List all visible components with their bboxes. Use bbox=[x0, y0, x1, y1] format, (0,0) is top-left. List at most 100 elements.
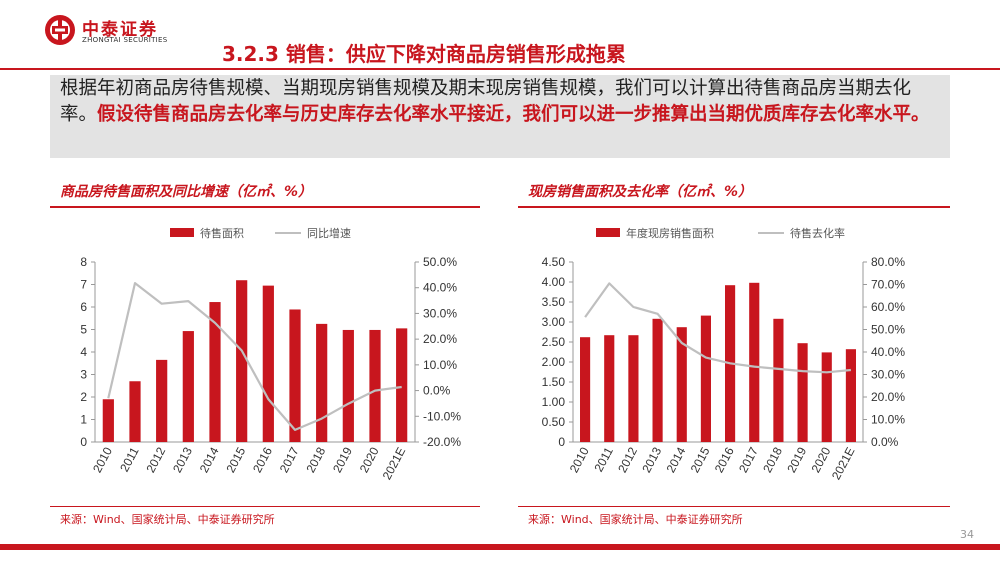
legend-bar-label: 年度现房销售面积 bbox=[626, 226, 714, 240]
bar bbox=[316, 323, 328, 442]
y-left-tick-label: 3.50 bbox=[542, 295, 566, 309]
y-left-tick-label: 2 bbox=[80, 390, 87, 404]
x-tick-label: 2015 bbox=[223, 445, 248, 475]
y-left-tick-label: 2.50 bbox=[542, 335, 566, 349]
y-left-tick-label: 6 bbox=[80, 300, 87, 314]
logo-text-en: ZHONGTAI SECURITIES bbox=[82, 36, 168, 44]
x-tick-label: 2014 bbox=[664, 445, 689, 475]
x-tick-label: 2011 bbox=[117, 445, 142, 475]
x-tick-label: 2017 bbox=[736, 445, 761, 475]
bar bbox=[773, 318, 784, 442]
y-right-tick-label: 30.0% bbox=[423, 306, 457, 320]
x-tick-label: 2019 bbox=[784, 445, 809, 475]
bar bbox=[821, 352, 832, 442]
x-tick-label: 2011 bbox=[591, 445, 616, 475]
bar bbox=[396, 328, 408, 442]
bar bbox=[289, 309, 301, 442]
y-right-tick-label: 70.0% bbox=[871, 278, 905, 292]
y-right-tick-label: 0.0% bbox=[871, 435, 899, 449]
legend-line-label: 待售去化率 bbox=[790, 226, 845, 240]
y-right-tick-label: 50.0% bbox=[423, 255, 457, 269]
x-tick-label: 2013 bbox=[639, 445, 664, 475]
y-right-tick-label: 10.0% bbox=[423, 358, 457, 372]
y-right-tick-label: 60.0% bbox=[871, 300, 905, 314]
y-left-tick-label: 0.50 bbox=[542, 415, 566, 429]
x-tick-label: 2012 bbox=[143, 445, 168, 475]
bar bbox=[342, 329, 354, 442]
title-divider bbox=[0, 68, 1000, 70]
y-right-tick-label: 30.0% bbox=[871, 368, 905, 382]
y-left-tick-label: 0 bbox=[558, 435, 565, 449]
logo-emblem-icon bbox=[45, 15, 75, 45]
x-tick-label: 2010 bbox=[567, 445, 592, 475]
y-left-tick-label: 3.00 bbox=[542, 315, 566, 329]
y-right-tick-label: -10.0% bbox=[423, 409, 461, 423]
x-tick-label: 2016 bbox=[712, 445, 737, 475]
y-left-tick-label: 4.50 bbox=[542, 255, 566, 269]
legend-bar-swatch bbox=[170, 228, 194, 237]
bar bbox=[604, 335, 615, 442]
x-tick-label: 2018 bbox=[760, 445, 785, 475]
bar bbox=[797, 343, 808, 442]
x-tick-label: 2013 bbox=[170, 445, 195, 475]
bar bbox=[580, 337, 591, 442]
left-chart-source: 来源：Wind、国家统计局、中泰证券研究所 bbox=[60, 513, 275, 526]
y-left-tick-label: 8 bbox=[80, 255, 87, 269]
bar bbox=[676, 327, 687, 442]
right-chart-title: 现房销售面积及去化率（亿㎡、%） bbox=[528, 184, 753, 200]
left-chart: 待售面积 同比增速 0 1 2 3 4 5 6 7 8 -20.0% -10.0% 0.0% 10.0% 20… bbox=[80, 226, 461, 482]
bar bbox=[129, 381, 141, 442]
intro-plain: 根据年初商品房待售规模、当期现房销售规模及期末现房销售规模，我们可以计算出待售商… bbox=[60, 78, 912, 125]
y-left-tick-label: 1.00 bbox=[542, 395, 566, 409]
left-chart-title: 商品房待售面积及同比增速（亿㎡、%） bbox=[60, 184, 313, 200]
y-left-tick-label: 0 bbox=[80, 435, 87, 449]
bar bbox=[236, 280, 248, 442]
x-tick-label: 2020 bbox=[809, 445, 834, 475]
legend-bar-swatch bbox=[596, 228, 620, 237]
y-right-tick-label: 80.0% bbox=[871, 255, 905, 269]
x-tick-label: 2019 bbox=[330, 445, 355, 475]
bar bbox=[749, 282, 760, 442]
intro-text: 根据年初商品房待售规模、当期现房销售规模及期末现房销售规模，我们可以计算出待售商… bbox=[50, 75, 950, 128]
x-tick-label: 2018 bbox=[303, 445, 328, 475]
intro-highlight: 假设待售商品房去化率与历史库存去化率水平接近，我们可以进一步推算出当期优质库存去… bbox=[97, 104, 930, 125]
series-line bbox=[107, 281, 402, 431]
x-tick-label: 2021E bbox=[829, 445, 858, 482]
x-tick-label: 2015 bbox=[688, 445, 713, 475]
y-left-tick-label: 7 bbox=[80, 278, 87, 292]
page-number: 34 bbox=[960, 528, 974, 541]
y-left-tick-label: 3 bbox=[80, 368, 87, 382]
x-tick-label: 2014 bbox=[197, 445, 222, 475]
y-left-tick-label: 5 bbox=[80, 323, 87, 337]
y-left-tick-label: 1.50 bbox=[542, 375, 566, 389]
bar bbox=[369, 329, 381, 442]
y-right-tick-label: 0.0% bbox=[423, 384, 451, 398]
right-chart-title-rule bbox=[518, 206, 950, 208]
bar bbox=[209, 302, 221, 442]
legend-bar-label: 待售面积 bbox=[200, 226, 244, 240]
y-left-tick-label: 1 bbox=[80, 413, 87, 427]
y-left-tick-label: 4 bbox=[80, 345, 87, 359]
x-tick-label: 2012 bbox=[615, 445, 640, 475]
intro-box: 根据年初商品房待售规模、当期现房销售规模及期末现房销售规模，我们可以计算出待售商… bbox=[50, 75, 950, 158]
right-chart-bottom-rule bbox=[518, 506, 950, 507]
right-chart: 年度现房销售面积 待售去化率 0 0.50 1.00 1.50 2.00 2.50 3.00 3.… bbox=[542, 226, 906, 482]
x-tick-label: 2021E bbox=[380, 445, 409, 482]
bar bbox=[628, 335, 639, 442]
y-left-tick-label: 2.00 bbox=[542, 355, 566, 369]
y-right-tick-label: 40.0% bbox=[423, 281, 457, 295]
y-right-tick-label: 20.0% bbox=[423, 332, 457, 346]
y-right-tick-label: 40.0% bbox=[871, 345, 905, 359]
x-tick-label: 2010 bbox=[90, 445, 115, 475]
series-line bbox=[584, 282, 852, 374]
bar bbox=[652, 318, 663, 442]
bar bbox=[156, 359, 168, 442]
left-chart-title-rule bbox=[50, 206, 480, 208]
bar bbox=[182, 331, 194, 442]
right-chart-source: 来源：Wind、国家统计局、中泰证券研究所 bbox=[528, 513, 743, 526]
footer-bar bbox=[0, 544, 1000, 550]
y-right-tick-label: 20.0% bbox=[871, 390, 905, 404]
y-right-tick-label: -20.0% bbox=[423, 435, 461, 449]
y-right-tick-label: 50.0% bbox=[871, 323, 905, 337]
logo-text-cn: 中泰证券 bbox=[82, 20, 158, 40]
